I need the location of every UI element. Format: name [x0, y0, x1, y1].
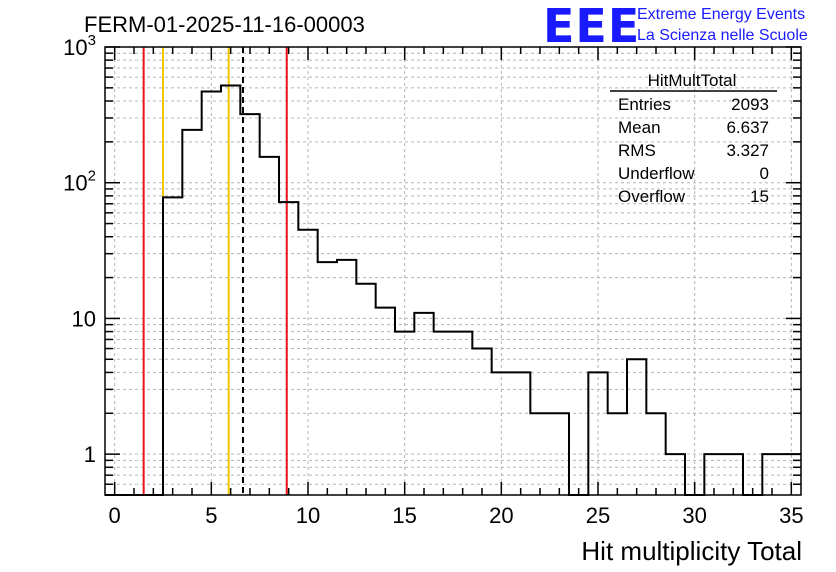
histogram-bin	[182, 130, 201, 495]
stats-value: 0	[760, 164, 769, 183]
logo-line-1: Extreme Energy Events	[637, 6, 805, 23]
stats-value: 6.637	[726, 118, 769, 137]
x-tick-label: 35	[779, 503, 803, 528]
histogram-bin	[376, 308, 395, 495]
y-tick-label: 10	[72, 306, 96, 331]
stats-label: RMS	[618, 141, 656, 160]
x-tick-label: 10	[296, 503, 320, 528]
stats-label: Overflow	[618, 187, 686, 206]
vertical-marker-lines	[142, 47, 288, 495]
chart-title: FERM-01-2025-11-16-00003	[84, 12, 365, 37]
histogram-bin	[627, 359, 646, 495]
x-tick-label: 20	[489, 503, 513, 528]
x-tick-label: 15	[392, 503, 416, 528]
stats-value: 3.327	[726, 141, 769, 160]
histogram-bin	[221, 86, 240, 495]
stats-label: Underflow	[618, 164, 695, 183]
x-tick-label: 30	[682, 503, 706, 528]
histogram-bin	[550, 413, 569, 495]
stats-value: 15	[750, 187, 769, 206]
stats-box-title: HitMultTotal	[648, 71, 737, 90]
stats-box: HitMultTotal Entries 2093 Mean 6.637 RMS 3.32…	[610, 71, 777, 206]
eee-logo: EEE Extreme Energy Events La Scienza nel…	[543, 0, 808, 53]
histogram-layer	[105, 84, 801, 496]
y-tick-label: 1	[84, 442, 96, 467]
histogram-bin	[163, 197, 182, 495]
histogram-bin	[337, 260, 356, 495]
x-axis-title: Hit multiplicity Total	[581, 536, 802, 566]
eee-logo-mark: EEE	[543, 0, 640, 53]
x-tick-label: 5	[205, 503, 217, 528]
stats-value: 2093	[731, 95, 769, 114]
stats-label: Mean	[618, 118, 661, 137]
logo-line-2: La Scienza nelle Scuole	[637, 27, 808, 44]
histogram-bin	[260, 157, 279, 495]
histogram-outline	[105, 84, 801, 496]
x-tick-label: 0	[109, 503, 121, 528]
plot-frame	[104, 46, 802, 496]
stats-label: Entries	[618, 95, 671, 114]
stats-rows: Entries 2093 Mean 6.637 RMS 3.327 Underflow 0 Ov…	[618, 95, 769, 206]
histogram-bin	[511, 372, 530, 495]
y-tick-label: 102	[63, 168, 96, 196]
histogram-bin	[646, 413, 665, 495]
grid-layer	[105, 47, 801, 495]
x-tick-label: 25	[586, 503, 610, 528]
histogram-bin	[472, 349, 491, 495]
